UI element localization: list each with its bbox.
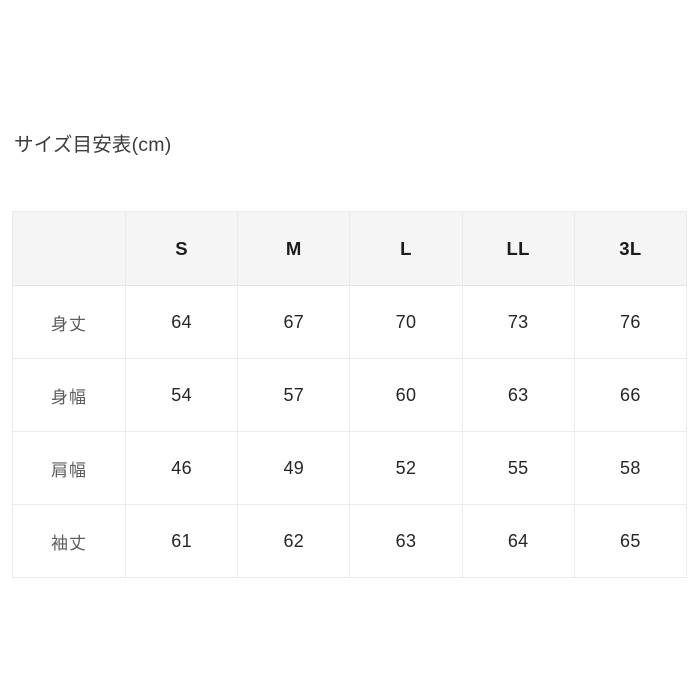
cell-body-width-m: 57 xyxy=(237,358,351,432)
size-table-container: S M L LL 3L 身丈 64 67 70 73 76 身幅 xyxy=(12,211,687,578)
cell-body-length-m: 67 xyxy=(237,285,351,359)
column-header-l: L xyxy=(349,211,463,286)
table-row: 身幅 54 57 60 63 66 xyxy=(12,358,687,432)
cell-shoulder-width-l: 52 xyxy=(349,431,463,505)
cell-sleeve-length-s: 61 xyxy=(124,504,239,578)
size-table-head: S M L LL 3L xyxy=(12,211,687,286)
cell-body-length-ll: 73 xyxy=(461,285,575,359)
column-header-s: S xyxy=(124,211,239,286)
cell-shoulder-width-s: 46 xyxy=(124,431,239,505)
column-header-3l: 3L xyxy=(573,211,687,286)
table-row: 肩幅 46 49 52 55 58 xyxy=(12,431,687,505)
column-header-m: M xyxy=(237,211,351,286)
size-table: S M L LL 3L 身丈 64 67 70 73 76 身幅 xyxy=(12,211,687,578)
row-label-body-width: 身幅 xyxy=(12,358,126,432)
cell-sleeve-length-m: 62 xyxy=(237,504,351,578)
cell-sleeve-length-l: 63 xyxy=(349,504,463,578)
table-row: 袖丈 61 62 63 64 65 xyxy=(12,504,687,578)
cell-sleeve-length-3l: 65 xyxy=(573,504,687,578)
cell-shoulder-width-m: 49 xyxy=(237,431,351,505)
table-row: 身丈 64 67 70 73 76 xyxy=(12,285,687,359)
cell-body-width-ll: 63 xyxy=(461,358,575,432)
table-corner-cell xyxy=(12,211,126,286)
column-header-ll: LL xyxy=(461,211,575,286)
size-table-body: 身丈 64 67 70 73 76 身幅 54 57 60 63 66 肩幅 xyxy=(12,285,687,578)
cell-shoulder-width-ll: 55 xyxy=(461,431,575,505)
cell-body-width-3l: 66 xyxy=(573,358,687,432)
row-label-body-length: 身丈 xyxy=(12,285,126,359)
cell-body-width-l: 60 xyxy=(349,358,463,432)
cell-body-length-s: 64 xyxy=(124,285,239,359)
cell-body-length-l: 70 xyxy=(349,285,463,359)
row-label-shoulder-width: 肩幅 xyxy=(12,431,126,505)
cell-shoulder-width-3l: 58 xyxy=(573,431,687,505)
row-label-sleeve-length: 袖丈 xyxy=(12,504,126,578)
page-title: サイズ目安表(cm) xyxy=(14,134,172,156)
cell-body-width-s: 54 xyxy=(124,358,239,432)
cell-body-length-3l: 76 xyxy=(573,285,687,359)
cell-sleeve-length-ll: 64 xyxy=(461,504,575,578)
table-header-row: S M L LL 3L xyxy=(12,211,687,286)
